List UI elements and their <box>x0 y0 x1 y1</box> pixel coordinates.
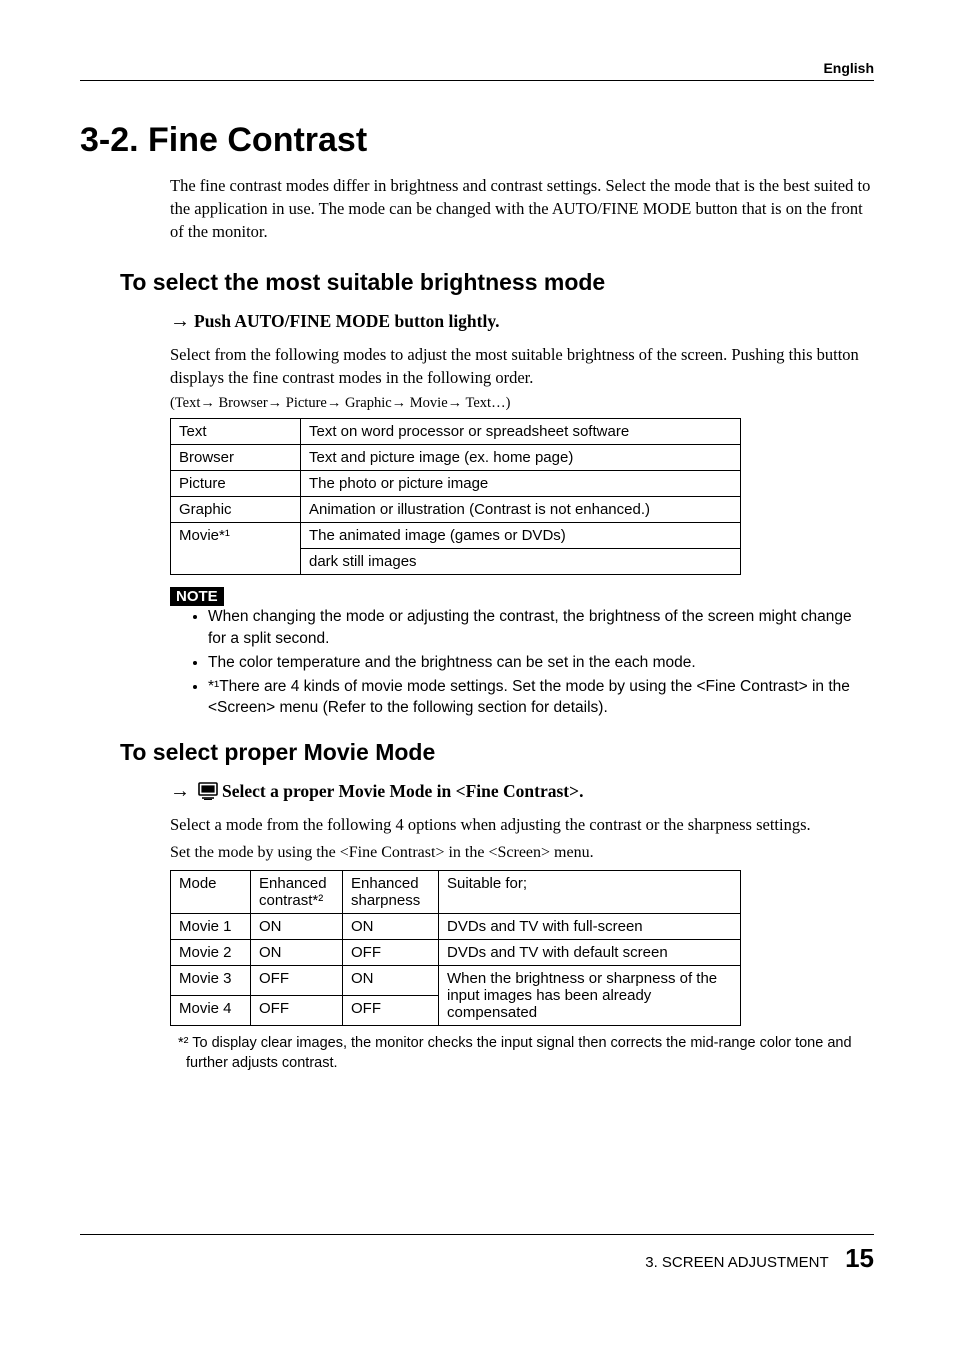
note-list: When changing the mode or adjusting the … <box>192 606 874 718</box>
arrow-icon: → <box>170 780 190 803</box>
sub1-sequence: (Text→ Browser→ Picture→ Graphic→ Movie→… <box>170 395 874 412</box>
section-title: 3-2. Fine Contrast <box>80 121 874 160</box>
table-row: Movie 1 ON ON DVDs and TV with full-scre… <box>171 914 741 940</box>
brightness-modes-table: TextText on word processor or spreadshee… <box>170 418 741 575</box>
screen-icon <box>198 782 218 800</box>
footer-chapter: 3. SCREEN ADJUSTMENT <box>645 1254 828 1271</box>
sub2-desc: Select a mode from the following 4 optio… <box>170 813 874 836</box>
movie-modes-table: Mode Enhanced contrast*² Enhanced sharpn… <box>170 870 741 1026</box>
footnote: *² To display clear images, the monitor … <box>178 1034 874 1073</box>
note-item: The color temperature and the brightness… <box>208 652 874 674</box>
table-row: BrowserText and picture image (ex. home … <box>171 445 741 471</box>
table-row: Movie*¹The animated image (games or DVDs… <box>171 523 741 549</box>
header-language: English <box>80 60 874 81</box>
subheading-brightness: To select the most suitable brightness m… <box>120 269 874 296</box>
table-row: Movie 3 OFF ON When the brightness or sh… <box>171 966 741 996</box>
sub1-desc: Select from the following modes to adjus… <box>170 343 874 389</box>
table-row: Movie 2 ON OFF DVDs and TV with default … <box>171 940 741 966</box>
arrow-instruction-2: → Select a proper Movie Mode in <Fine Co… <box>170 780 874 803</box>
arrow-text-1: Push AUTO/FINE MODE button lightly. <box>194 311 500 332</box>
table-row: GraphicAnimation or illustration (Contra… <box>171 497 741 523</box>
intro-paragraph: The fine contrast modes differ in bright… <box>170 174 874 243</box>
note-item: When changing the mode or adjusting the … <box>208 606 874 649</box>
note-item: *¹There are 4 kinds of movie mode settin… <box>208 676 874 719</box>
arrow-icon: → <box>170 310 190 333</box>
note-label: NOTE <box>170 587 224 606</box>
page-footer: 3. SCREEN ADJUSTMENT 15 <box>80 1234 874 1274</box>
sub2-desc2: Set the mode by using the <Fine Contrast… <box>170 842 874 864</box>
footer-page-number: 15 <box>845 1243 874 1273</box>
table-header-row: Mode Enhanced contrast*² Enhanced sharpn… <box>171 871 741 914</box>
arrow-text-2: Select a proper Movie Mode in <Fine Cont… <box>222 781 583 802</box>
table-row: PictureThe photo or picture image <box>171 471 741 497</box>
table-row: TextText on word processor or spreadshee… <box>171 419 741 445</box>
arrow-instruction-1: → Push AUTO/FINE MODE button lightly. <box>170 310 874 333</box>
subheading-movie: To select proper Movie Mode <box>120 739 874 766</box>
